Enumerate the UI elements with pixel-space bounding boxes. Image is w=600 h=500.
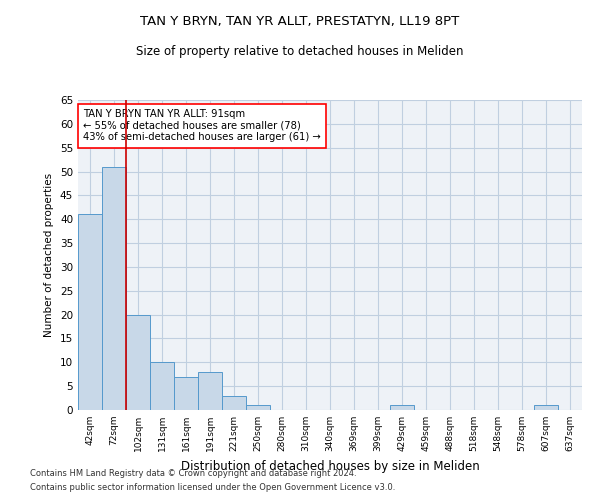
Bar xyxy=(78,214,102,410)
X-axis label: Distribution of detached houses by size in Meliden: Distribution of detached houses by size … xyxy=(181,460,479,472)
Bar xyxy=(198,372,222,410)
Bar xyxy=(102,167,126,410)
Text: Contains HM Land Registry data © Crown copyright and database right 2024.: Contains HM Land Registry data © Crown c… xyxy=(30,468,356,477)
Text: TAN Y BRYN, TAN YR ALLT, PRESTATYN, LL19 8PT: TAN Y BRYN, TAN YR ALLT, PRESTATYN, LL19… xyxy=(140,15,460,28)
Bar xyxy=(534,405,558,410)
Bar xyxy=(150,362,174,410)
Bar xyxy=(390,405,414,410)
Text: Size of property relative to detached houses in Meliden: Size of property relative to detached ho… xyxy=(136,45,464,58)
Bar xyxy=(246,405,270,410)
Bar xyxy=(222,396,246,410)
Bar xyxy=(174,376,198,410)
Bar xyxy=(126,314,150,410)
Text: Contains public sector information licensed under the Open Government Licence v3: Contains public sector information licen… xyxy=(30,484,395,492)
Text: TAN Y BRYN TAN YR ALLT: 91sqm
← 55% of detached houses are smaller (78)
43% of s: TAN Y BRYN TAN YR ALLT: 91sqm ← 55% of d… xyxy=(83,110,321,142)
Y-axis label: Number of detached properties: Number of detached properties xyxy=(44,173,55,337)
